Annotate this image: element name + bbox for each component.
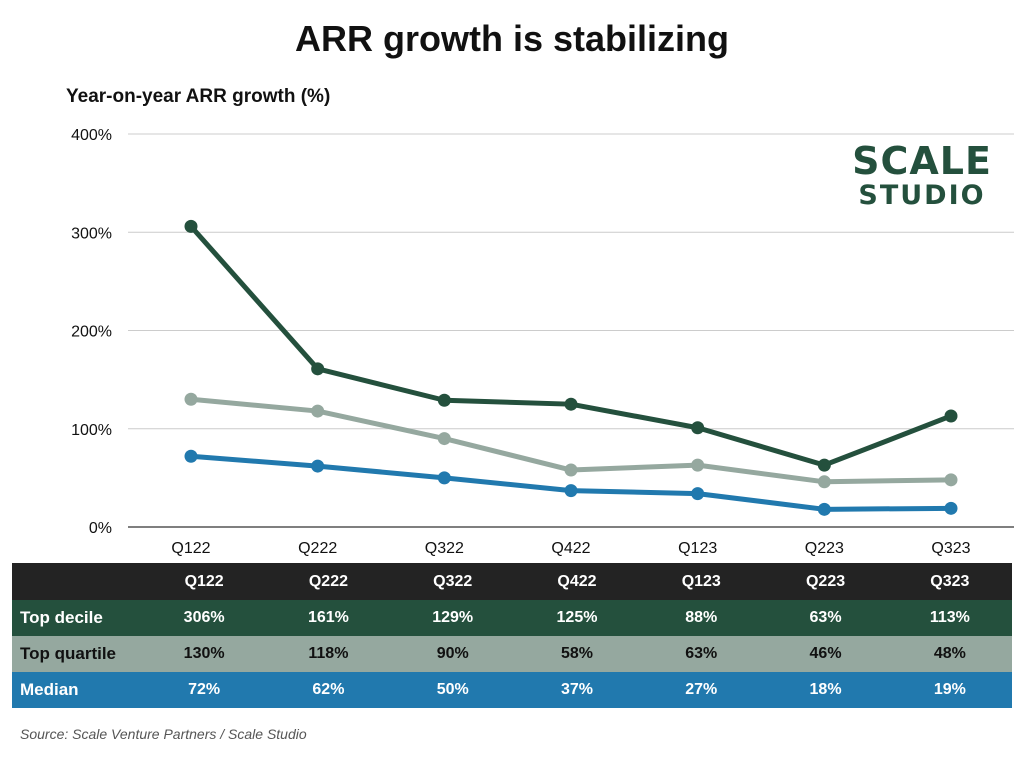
table-cell: 72% [188, 681, 221, 698]
table-row-label: Median [20, 680, 79, 699]
table-cell: 63% [809, 609, 842, 626]
table-header-cell: Q323 [930, 572, 970, 590]
table-row-top-quartile: Top quartile 130% 118% 90% 58% 63% 46% 4… [12, 636, 1012, 672]
x-tick-label: Q322 [425, 540, 464, 557]
table-row-label: Top quartile [20, 644, 117, 663]
series-line [188, 223, 954, 468]
data-point [691, 421, 705, 435]
table-header-cell: Q123 [681, 572, 721, 590]
data-point [311, 459, 325, 473]
table-cell: 62% [312, 681, 345, 698]
table-cell: 63% [685, 645, 718, 662]
table-cell: 118% [308, 645, 349, 662]
logo-line-1: SCALE [852, 139, 992, 183]
y-tick-label: 0% [89, 520, 112, 537]
table-header-cell: Q422 [557, 572, 597, 590]
y-tick-label: 100% [71, 422, 112, 439]
x-tick-label: Q123 [678, 540, 717, 557]
x-tick-label: Q422 [551, 540, 590, 557]
table-header-cell: Q122 [184, 572, 224, 590]
data-point [564, 397, 578, 411]
data-point [817, 475, 831, 489]
data-point [944, 473, 958, 487]
table-cell: 58% [560, 645, 593, 662]
data-point [184, 449, 198, 463]
data-point [564, 463, 578, 477]
table-header-cell: Q223 [805, 572, 846, 590]
table-row-median: Median 72% 62% 50% 37% 27% 18% 19% [12, 672, 1012, 708]
x-tick-label: Q222 [298, 540, 337, 557]
table-header-cell: Q322 [433, 572, 473, 590]
x-tick-label: Q323 [931, 540, 970, 557]
table-header-cell: Q222 [308, 572, 348, 590]
table-cell: 18% [809, 681, 842, 698]
data-point [564, 484, 578, 498]
table-cell: 306% [183, 609, 225, 626]
source-note: Source: Scale Venture Partners / Scale S… [20, 726, 307, 742]
data-point [691, 458, 705, 472]
table-cell: 48% [933, 645, 966, 662]
data-point [184, 219, 198, 233]
x-tick-label: Q122 [171, 540, 210, 557]
data-point [944, 409, 958, 423]
table-cell: 130% [183, 645, 225, 662]
data-point [817, 502, 831, 516]
x-tick-label: Q223 [805, 540, 844, 557]
table-cell: 19% [933, 681, 966, 698]
y-tick-label: 300% [71, 225, 112, 242]
data-point [311, 404, 325, 418]
chart-title: ARR growth is stabilizing [294, 18, 729, 59]
table-cell: 27% [685, 681, 718, 698]
data-table: Q122 Q222 Q322 Q422 Q123 Q223 Q323 Top d… [12, 563, 1012, 708]
data-point [944, 501, 958, 515]
data-point [817, 458, 831, 472]
table-cell: 37% [560, 681, 593, 698]
data-point [437, 471, 451, 485]
y-axis-label: Year-on-year ARR growth (%) [66, 86, 331, 107]
data-point [184, 392, 198, 406]
table-cell: 129% [432, 609, 474, 626]
table-cell: 50% [436, 681, 469, 698]
table-cell: 161% [307, 609, 349, 626]
table-cell: 46% [809, 645, 842, 662]
y-tick-label: 400% [71, 127, 112, 144]
table-row-top-decile: Top decile 306% 161% 129% 125% 88% 63% 1… [12, 600, 1012, 636]
data-point [437, 432, 451, 446]
scale-studio-logo: SCALE STUDIO [832, 142, 1012, 209]
table-cell: 125% [556, 609, 598, 626]
table-cell: 90% [436, 645, 469, 662]
table-header-row: Q122 Q222 Q322 Q422 Q123 Q223 Q323 [12, 563, 1012, 600]
y-tick-label: 200% [71, 324, 112, 341]
data-point [311, 362, 325, 376]
table-header-corner [12, 563, 142, 600]
logo-line-2: STUDIO [858, 180, 986, 211]
data-point [437, 393, 451, 407]
data-point [691, 487, 705, 501]
table-cell: 113% [929, 609, 970, 626]
table-row-label: Top decile [20, 608, 103, 627]
table-cell: 88% [685, 609, 718, 626]
line-chart: 0% 100% 200% 300% 400% Q122 Q222 Q322 Q422 Q123 Q2… [71, 127, 1014, 557]
